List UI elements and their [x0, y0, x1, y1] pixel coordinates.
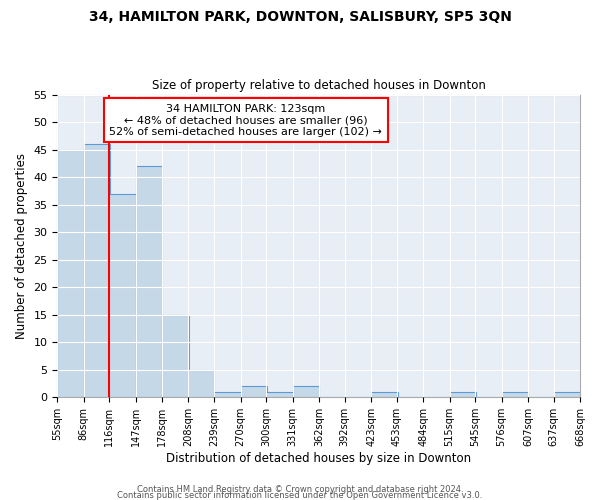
- Bar: [371, 392, 398, 398]
- Title: Size of property relative to detached houses in Downton: Size of property relative to detached ho…: [152, 79, 485, 92]
- Text: Contains public sector information licensed under the Open Government Licence v3: Contains public sector information licen…: [118, 490, 482, 500]
- X-axis label: Distribution of detached houses by size in Downton: Distribution of detached houses by size …: [166, 452, 471, 465]
- Bar: [502, 392, 528, 398]
- Bar: [554, 392, 580, 398]
- Bar: [109, 194, 136, 398]
- Bar: [266, 392, 293, 398]
- Y-axis label: Number of detached properties: Number of detached properties: [15, 153, 28, 339]
- Bar: [84, 144, 110, 398]
- Bar: [449, 392, 476, 398]
- Text: Contains HM Land Registry data © Crown copyright and database right 2024.: Contains HM Land Registry data © Crown c…: [137, 484, 463, 494]
- Bar: [58, 150, 84, 398]
- Bar: [162, 315, 188, 398]
- Text: 34 HAMILTON PARK: 123sqm
← 48% of detached houses are smaller (96)
52% of semi-d: 34 HAMILTON PARK: 123sqm ← 48% of detach…: [109, 104, 382, 137]
- Text: 34, HAMILTON PARK, DOWNTON, SALISBURY, SP5 3QN: 34, HAMILTON PARK, DOWNTON, SALISBURY, S…: [89, 10, 511, 24]
- Bar: [293, 386, 319, 398]
- Bar: [136, 166, 162, 398]
- Bar: [214, 392, 241, 398]
- Bar: [188, 370, 214, 398]
- Bar: [241, 386, 267, 398]
